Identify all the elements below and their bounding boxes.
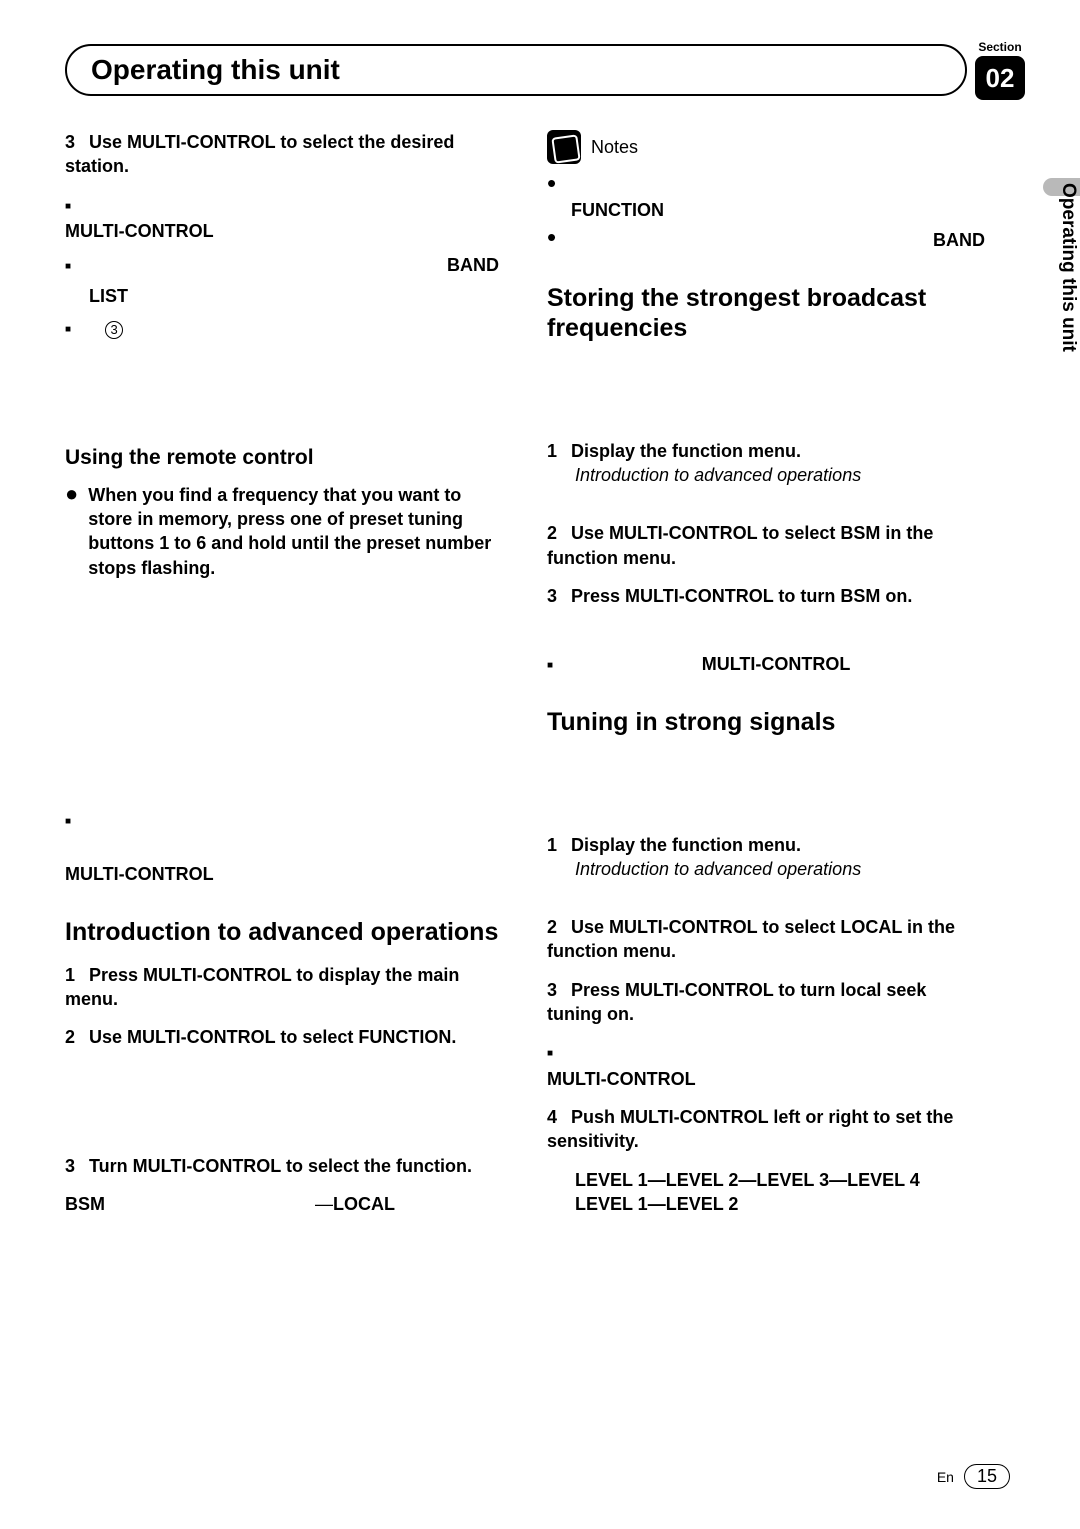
list-label: LIST	[89, 284, 503, 308]
tuning-s3-sub: ■	[547, 1040, 985, 1061]
mw-levels: LEVEL 1—LEVEL 2	[575, 1192, 985, 1216]
tuning-step-3: 3Press MULTI-CONTROL to turn local seek …	[547, 978, 985, 1027]
remote-bullet: ● When you find a frequency that you wan…	[65, 483, 503, 580]
intro-step-3: 3Turn MULTI-CONTROL to select the functi…	[65, 1154, 503, 1178]
section-badge: 02	[975, 56, 1025, 100]
section-label: Section	[978, 40, 1021, 54]
lone-bullet: ■	[65, 808, 503, 829]
intro-step-2: 2Use MULTI-CONTROL to select FUNCTION.	[65, 1025, 503, 1049]
intro-step-1: 1Press MULTI-CONTROL to display the main…	[65, 963, 503, 1012]
tuning-s1-ref: Introduction to advanced operations	[547, 857, 985, 881]
intro-heading: Introduction to advanced operations	[65, 917, 503, 947]
page-footer: En 15	[937, 1464, 1010, 1489]
tuning-mc: MULTI-CONTROL	[547, 1067, 985, 1091]
section-badge-wrap: Section 02	[975, 40, 1025, 100]
storing-step-3: 3Press MULTI-CONTROL to turn BSM on.	[547, 584, 985, 608]
left-step-3: 3Use MULTI-CONTROL to select the desired…	[65, 130, 503, 179]
storing-heading: Storing the strongest broadcast frequenc…	[547, 283, 985, 343]
note-1: •	[547, 174, 985, 192]
lone-multi-control: MULTI-CONTROL	[65, 862, 503, 886]
remote-text: When you find a frequency that you want …	[88, 483, 503, 580]
footer-lang: En	[937, 1469, 954, 1485]
section-number: 02	[986, 63, 1015, 94]
tuning-heading: Tuning in strong signals	[547, 707, 985, 737]
notes-label: Notes	[591, 135, 638, 159]
header-title: Operating this unit	[91, 54, 340, 86]
storing-s1-ref: Introduction to advanced operations	[547, 463, 985, 487]
bsm-local-line: BSM —LOCAL	[65, 1192, 503, 1216]
tuning-step-2: 2Use MULTI-CONTROL to select LOCAL in th…	[547, 915, 985, 964]
left-bullet-3: ■ 3	[65, 316, 503, 340]
right-column: Notes • FUNCTION • BAND Storing the stro…	[547, 130, 1025, 1216]
header-capsule: Operating this unit	[65, 44, 967, 96]
side-tab: Operating this unit	[1053, 175, 1080, 360]
storing-step-2: 2Use MULTI-CONTROL to select BSM in the …	[547, 521, 985, 570]
page-header: Operating this unit Section 02	[65, 40, 1025, 100]
notes-header: Notes	[547, 130, 985, 164]
storing-step-1: 1Display the function menu. Introduction…	[547, 439, 985, 488]
tuning-step-4: 4Push MULTI-CONTROL left or right to set…	[547, 1105, 985, 1154]
multi-control-label: MULTI-CONTROL	[65, 219, 503, 243]
note-function: FUNCTION	[571, 198, 985, 222]
tuning-step-1: 1Display the function menu. Introduction…	[547, 833, 985, 882]
footer-page: 15	[964, 1464, 1010, 1489]
left-column: 3Use MULTI-CONTROL to select the desired…	[65, 130, 507, 1216]
content-columns: 3Use MULTI-CONTROL to select the desired…	[65, 130, 1025, 1216]
notes-icon	[547, 130, 581, 164]
storing-cancel: ■ MULTI-CONTROL	[547, 652, 985, 676]
left-bullet-1: ■	[65, 193, 503, 214]
note-2: • BAND	[547, 228, 985, 252]
remote-heading: Using the remote control	[65, 444, 503, 472]
left-bullet-2: ■ BAND	[65, 253, 503, 277]
fm-levels: LEVEL 1—LEVEL 2—LEVEL 3—LEVEL 4	[575, 1168, 985, 1192]
